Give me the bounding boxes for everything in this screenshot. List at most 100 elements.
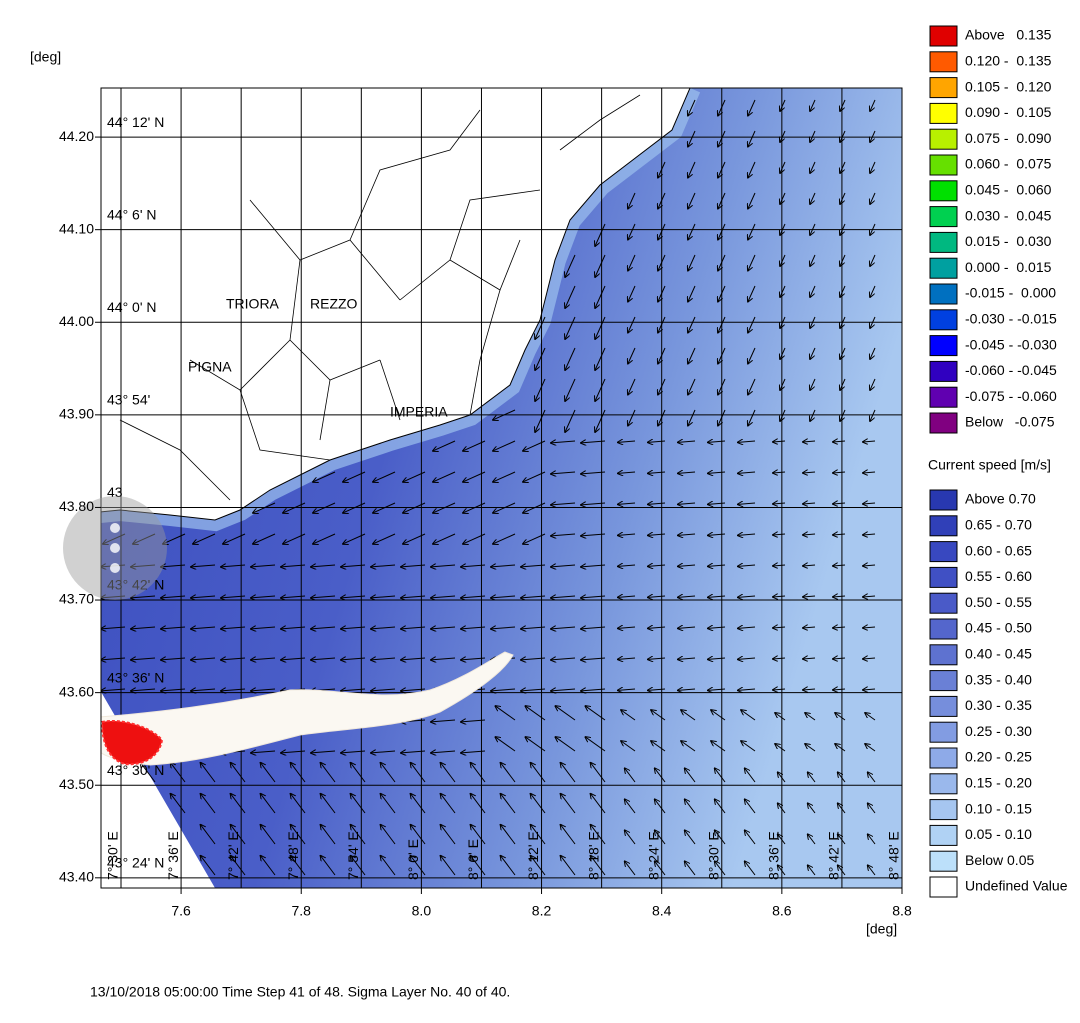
current-vector (840, 254, 846, 266)
current-vector (191, 627, 216, 629)
current-vector (561, 763, 576, 783)
current-vector (803, 565, 816, 566)
current-vector (621, 710, 636, 721)
spill-plume (101, 651, 514, 766)
graticule-label: 8° 24' E (645, 831, 661, 880)
current-vector (708, 503, 726, 504)
current-vector (688, 161, 696, 178)
current-vector (133, 533, 156, 544)
current-vector (718, 285, 726, 302)
current-vector (863, 596, 876, 597)
current-vector (291, 825, 306, 845)
admin-boundary (399, 239, 521, 301)
current-vector (658, 192, 666, 209)
current-vector (738, 441, 756, 442)
current-vector (371, 689, 396, 691)
current-vector (748, 378, 756, 395)
admin-boundary (319, 379, 331, 441)
current-vector (780, 316, 786, 328)
legend-swatch (929, 644, 958, 666)
current-vector (688, 223, 696, 240)
current-vector (281, 596, 306, 598)
current-vector (531, 856, 546, 876)
current-vector (313, 471, 336, 482)
current-vector (471, 825, 486, 845)
current-vector (863, 565, 876, 566)
current-vector (718, 99, 726, 116)
current-vector (708, 627, 726, 628)
current-vector (163, 533, 186, 544)
current-vector (551, 503, 576, 505)
current-vector (773, 503, 786, 504)
current-vector (745, 830, 756, 845)
current-vector (708, 565, 726, 566)
current-vector (141, 763, 156, 783)
current-vector (411, 763, 426, 783)
current-vector (840, 99, 846, 111)
current-vector (371, 627, 396, 629)
current-vector (221, 658, 246, 660)
admin-boundary (239, 389, 331, 461)
current-vector (535, 316, 546, 339)
current-vector (718, 254, 726, 271)
current-vector (231, 825, 246, 845)
graticule-label: 8° 12' E (525, 831, 541, 880)
plot-frame (100, 87, 903, 889)
current-vector (373, 502, 396, 513)
graticule-label: 7° 54' E (345, 831, 361, 880)
current-vector (521, 658, 546, 660)
current-vector (655, 830, 666, 845)
current-vector (321, 825, 336, 845)
legend-swatch (929, 257, 958, 279)
current-vector (618, 596, 636, 597)
current-vector (863, 441, 876, 442)
current-vector (870, 378, 876, 390)
current-vector (618, 534, 636, 535)
current-vector (581, 689, 606, 691)
legend-label: 0.090 - 0.105 (965, 104, 1052, 120)
current-vector (773, 596, 786, 597)
current-vector (618, 689, 636, 690)
graticule-label: 43 (107, 484, 123, 500)
current-vector (658, 161, 666, 178)
current-vector (581, 503, 606, 505)
current-vector (371, 596, 396, 598)
legend-swatch (929, 670, 958, 692)
current-vector (321, 856, 336, 876)
current-vector (493, 471, 516, 482)
current-vector (581, 472, 606, 474)
current-vector (618, 441, 636, 442)
current-vector (745, 861, 756, 876)
current-vector (221, 689, 246, 691)
current-vector (748, 223, 756, 240)
current-vector (833, 565, 846, 566)
current-vector (565, 378, 576, 401)
graticule-label: 8° 36' E (766, 831, 782, 880)
current-vector (833, 596, 846, 597)
legend-title: Current speed [m/s] (928, 457, 1051, 473)
current-vector (283, 533, 306, 544)
current-vector (161, 689, 186, 691)
current-vector (618, 658, 636, 659)
current-vector (501, 794, 516, 814)
current-vector (591, 763, 606, 783)
legend-label: 0.20 - 0.25 (965, 749, 1032, 765)
admin-boundary (559, 94, 641, 151)
current-vector (648, 565, 666, 566)
legend-swatch (929, 799, 958, 821)
current-vector (648, 472, 666, 473)
current-vector (838, 865, 846, 876)
current-vector (658, 285, 666, 302)
current-vector (803, 596, 816, 597)
current-vector (618, 627, 636, 628)
legend-swatch (929, 850, 958, 872)
current-vector (685, 768, 696, 783)
legend-label: 0.35 - 0.40 (965, 671, 1032, 687)
current-vector (808, 834, 816, 845)
current-vector (471, 794, 486, 814)
current-vector (523, 502, 546, 513)
current-vector (628, 316, 636, 333)
footer-status: 13/10/2018 05:00:00 Time Step 41 of 48. … (90, 984, 510, 1000)
current-vector (741, 710, 756, 721)
